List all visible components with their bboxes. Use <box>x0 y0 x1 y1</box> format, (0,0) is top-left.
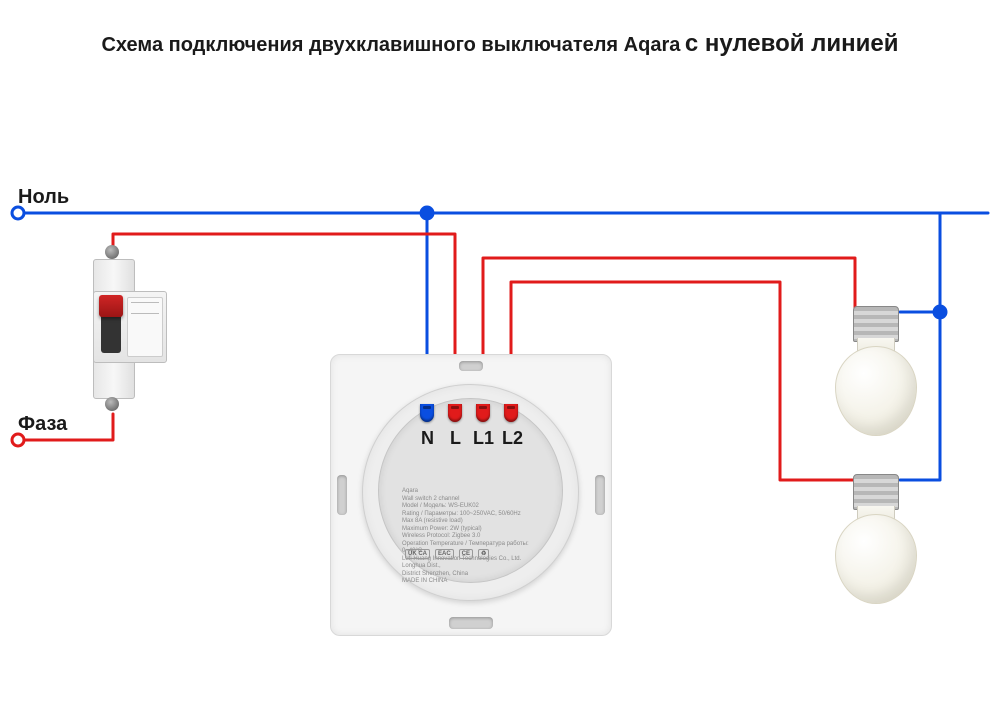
terminal-label-L2: L2 <box>502 428 523 449</box>
bulb-1-glass <box>835 346 917 436</box>
terminal-label-L1: L1 <box>473 428 494 449</box>
certification-marks: UK CA EAC CE ♻ <box>405 545 540 563</box>
breaker-terminal-bottom <box>105 397 119 411</box>
terminal-label-L: L <box>450 428 461 449</box>
bulb-2 <box>835 474 915 604</box>
wire-node-0 <box>12 207 24 219</box>
mount-hole-left <box>337 475 347 515</box>
cert-mark: CE <box>459 549 473 559</box>
wire-phase_in <box>18 414 113 440</box>
wire-node-2 <box>934 306 946 318</box>
breaker-label-plate <box>127 297 163 357</box>
bulb-1-socket <box>853 306 899 342</box>
mount-hole-top <box>459 361 483 371</box>
terminal-L <box>448 404 462 422</box>
mount-hole-right <box>595 475 605 515</box>
bulb-2-glass <box>835 514 917 604</box>
terminal-L2 <box>504 404 518 422</box>
cert-mark: EAC <box>435 549 454 559</box>
terminal-label-N: N <box>421 428 434 449</box>
bulb-1 <box>835 306 915 436</box>
cert-mark: ♻ <box>478 549 489 559</box>
circuit-breaker <box>93 243 176 413</box>
wire-node-3 <box>12 434 24 446</box>
terminal-N <box>420 404 434 422</box>
wire-node-1 <box>421 207 433 219</box>
bulb-2-socket <box>853 474 899 510</box>
cert-mark: UK CA <box>405 549 430 559</box>
breaker-terminal-top <box>105 245 119 259</box>
mount-hole-bottom <box>449 617 493 629</box>
terminal-L1 <box>476 404 490 422</box>
switch-fine-print: AqaraWall switch 2 channelModel / Модель… <box>402 488 542 586</box>
breaker-toggle <box>99 295 123 317</box>
